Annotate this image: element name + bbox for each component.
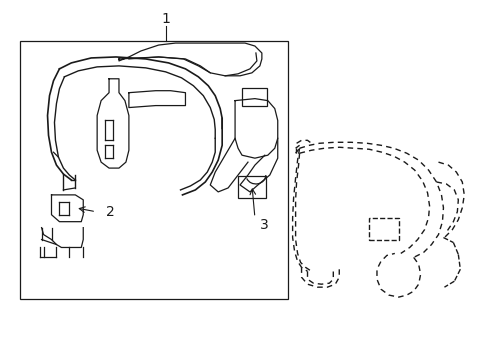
Bar: [242, 88, 266, 105]
Text: 1: 1: [161, 12, 170, 26]
Bar: [20, 41, 287, 299]
Text: 3: 3: [259, 218, 268, 231]
Text: 2: 2: [106, 205, 115, 219]
Bar: [368, 218, 398, 239]
Bar: [238, 176, 265, 198]
